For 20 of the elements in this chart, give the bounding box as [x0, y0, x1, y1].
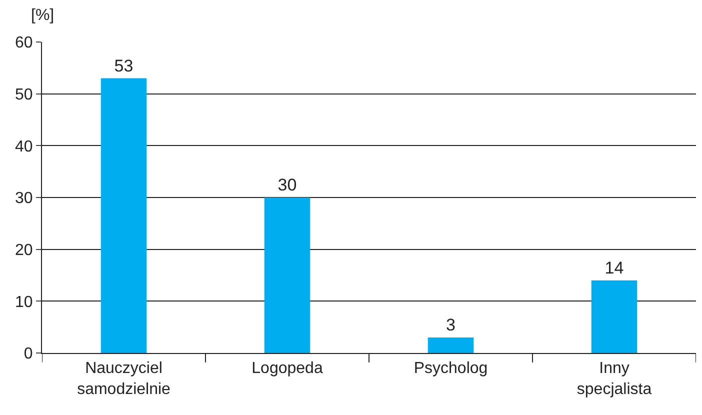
x-tick-label: Logopeda — [252, 360, 323, 378]
y-tick-label: 20 — [15, 242, 33, 259]
x-tick-label: Psycholog — [414, 360, 488, 378]
data-label: 14 — [604, 258, 624, 278]
bar — [100, 78, 147, 353]
bar — [428, 337, 474, 353]
y-axis-title: [%] — [31, 7, 54, 24]
y-tick-label: 60 — [15, 34, 33, 52]
y-tick-label: 50 — [15, 86, 33, 104]
x-tick-label: Nauczyciel samodzielnie — [77, 360, 171, 398]
y-tick-label: 0 — [24, 346, 33, 363]
data-label: 53 — [114, 56, 134, 76]
y-tick-label: 10 — [15, 294, 33, 311]
data-label: 30 — [278, 176, 297, 194]
y-tick-label: 40 — [15, 138, 33, 156]
data-label: 3 — [446, 315, 456, 334]
y-tick-label: 30 — [15, 190, 33, 208]
bar — [591, 280, 638, 353]
x-tick-label: Inny specjalista — [576, 360, 652, 398]
bar — [264, 198, 310, 353]
